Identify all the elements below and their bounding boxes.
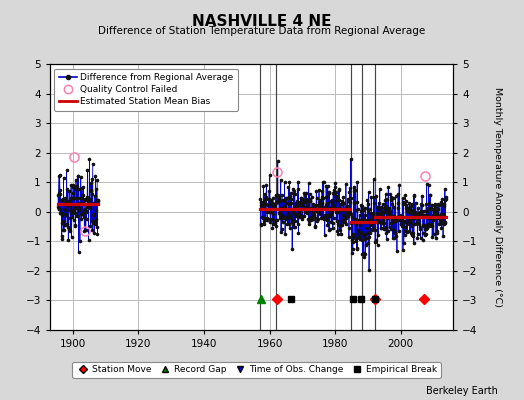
Legend: Station Move, Record Gap, Time of Obs. Change, Empirical Break: Station Move, Record Gap, Time of Obs. C…	[72, 362, 441, 378]
Y-axis label: Monthly Temperature Anomaly Difference (°C): Monthly Temperature Anomaly Difference (…	[493, 87, 502, 307]
Text: Difference of Station Temperature Data from Regional Average: Difference of Station Temperature Data f…	[99, 26, 425, 36]
Text: NASHVILLE 4 NE: NASHVILLE 4 NE	[192, 14, 332, 29]
Legend: Difference from Regional Average, Quality Control Failed, Estimated Station Mean: Difference from Regional Average, Qualit…	[54, 68, 238, 111]
Text: Berkeley Earth: Berkeley Earth	[426, 386, 498, 396]
